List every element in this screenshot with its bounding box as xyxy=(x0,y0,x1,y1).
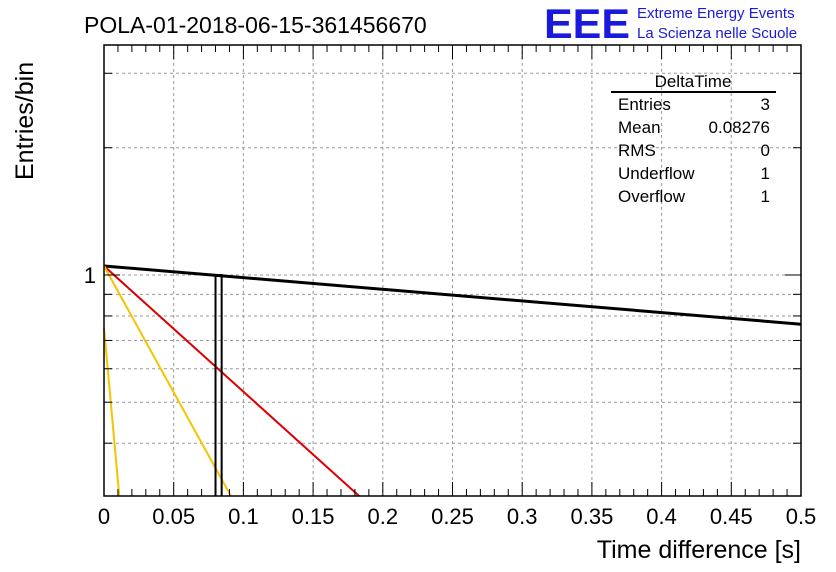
x-tick-label: 0.35 xyxy=(570,504,613,529)
stats-title: DeltaTime xyxy=(655,72,732,91)
stats-label: Mean xyxy=(618,118,661,137)
stats-value: 1 xyxy=(761,187,770,206)
grid xyxy=(104,45,801,496)
y-axis-title: Entries/bin xyxy=(11,62,39,180)
y-tick-label: 1 xyxy=(84,263,96,288)
fit-curve xyxy=(103,265,360,497)
stats-value: 1 xyxy=(761,164,770,183)
x-tick-label: 0.1 xyxy=(228,504,259,529)
x-tick-label: 0.45 xyxy=(710,504,753,529)
x-axis-title: Time difference [s] xyxy=(597,536,801,564)
logo-letters: EEE xyxy=(544,0,630,47)
x-tick-label: 0.3 xyxy=(507,504,538,529)
logo-line-2: La Scienza nelle Scuole xyxy=(637,25,797,42)
stats-label: Entries xyxy=(618,95,671,114)
x-tick-label: 0.2 xyxy=(368,504,399,529)
stats-value: 0 xyxy=(761,141,770,160)
eee-logo: EEE Extreme Energy Events La Scienza nel… xyxy=(544,0,797,47)
chart-title: POLA-01-2018-06-15-361456670 xyxy=(84,12,427,38)
logo-line-1: Extreme Energy Events xyxy=(637,5,795,22)
axis-ticks: 0 0.05 0.1 0.15 0.2 0.25 0.3 0.35 0.4 0.45 0.5 1 xyxy=(84,45,817,529)
x-tick-label: 0 xyxy=(98,504,110,529)
x-tick-label: 0.05 xyxy=(152,504,195,529)
x-tick-label: 0.15 xyxy=(292,504,335,529)
histogram xyxy=(214,273,223,496)
stats-rows: Entries 3 Mean 0.08276 RMS 0 Underflow 1 Overflo… xyxy=(618,95,770,206)
histogram-bin xyxy=(214,273,223,496)
stats-label: Overflow xyxy=(618,187,686,206)
stats-value: 0.08276 xyxy=(709,118,770,137)
x-tick-label: 0.25 xyxy=(431,504,474,529)
stats-label: Underflow xyxy=(618,164,695,183)
x-tick-label: 0.4 xyxy=(646,504,677,529)
x-tick-label: 0.5 xyxy=(786,504,817,529)
stats-box: DeltaTime Entries 3 Mean 0.08276 RMS 0 Underfl… xyxy=(611,72,776,206)
stats-label: RMS xyxy=(618,141,656,160)
fit-curve xyxy=(103,327,121,497)
stats-value: 3 xyxy=(761,95,770,114)
fit-curve xyxy=(103,265,232,497)
